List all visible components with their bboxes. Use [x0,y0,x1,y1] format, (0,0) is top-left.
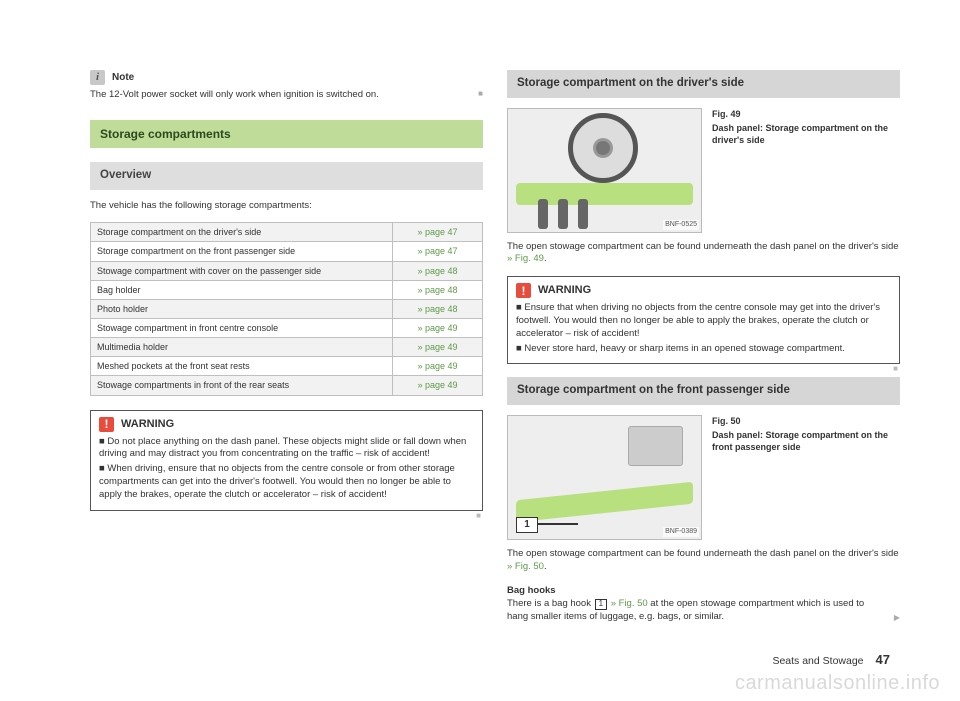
section-heading-driver-side: Storage compartment on the driver's side [507,70,900,98]
watermark-text: carmanualsonline.info [735,672,940,695]
warning-title-right: WARNING [538,283,591,298]
section-heading-passenger-side: Storage compartment on the front passeng… [507,377,900,405]
bag-hooks-title: Bag hooks [507,585,900,598]
table-row: Storage compartment on the driver's side… [91,223,483,242]
page-footer: Seats and Stowage 47 [772,652,890,667]
fig-50-ref-inline[interactable]: » Fig. 50 [608,598,648,609]
table-cell-label: Storage compartment on the driver's side [91,223,393,242]
table-row: Bag holder» page 48 [91,280,483,299]
table-cell-label: Stowage compartment with cover on the pa… [91,261,393,280]
table-cell-label: Meshed pockets at the front seat rests [91,357,393,376]
figure-49-caption: Fig. 49 Dash panel: Storage compartment … [712,108,900,233]
marker-1-icon: 1 [516,517,538,533]
warning-title-left: WARNING [121,417,174,432]
note-heading: i Note [90,70,483,85]
continue-marker-icon: ▶ [894,613,900,624]
figure-50-code: BNF-0389 [663,527,699,536]
table-cell-ref[interactable]: » page 47 [393,242,483,261]
figure-49-number: Fig. 49 [712,108,900,120]
compartments-table: Storage compartment on the driver's side… [90,222,483,395]
section-heading-storage: Storage compartments [90,120,483,148]
figure-50-number: Fig. 50 [712,415,900,427]
table-cell-ref[interactable]: » page 49 [393,319,483,338]
warning-icon: ! [516,283,531,298]
table-cell-label: Photo holder [91,299,393,318]
bag-hooks-body: There is a bag hook 1 » Fig. 50 at the o… [507,598,900,624]
note-title: Note [112,71,134,85]
end-marker-icon: ■ [478,89,483,100]
table-cell-label: Stowage compartments in front of the rea… [91,376,393,395]
info-icon: i [90,70,105,85]
fig-50-ref[interactable]: » Fig. 50 [507,561,544,572]
table-cell-label: Stowage compartment in front centre cons… [91,319,393,338]
table-row: Meshed pockets at the front seat rests» … [91,357,483,376]
end-marker-icon: ■ [507,364,900,375]
warning-bullet: Do not place anything on the dash panel.… [99,436,474,462]
fig-49-ref[interactable]: » Fig. 49 [507,253,544,264]
figure-50-caption: Fig. 50 Dash panel: Storage compartment … [712,415,900,540]
table-cell-ref[interactable]: » page 48 [393,299,483,318]
table-row: Stowage compartment with cover on the pa… [91,261,483,280]
warning-bullet: Ensure that when driving no objects from… [516,302,891,340]
warning-bullet: When driving, ensure that no objects fro… [99,463,474,501]
table-cell-label: Storage compartment on the front passeng… [91,242,393,261]
figure-49-code: BNF-0525 [663,220,699,229]
section-subheading-overview: Overview [90,162,483,190]
end-marker-icon: ■ [90,511,483,522]
left-column: i Note The 12-Volt power socket will onl… [90,70,483,661]
overview-intro: The vehicle has the following storage co… [90,200,483,213]
footer-section: Seats and Stowage [772,655,863,667]
figure-50-image: 1 BNF-0389 [507,415,702,540]
table-cell-label: Multimedia holder [91,338,393,357]
table-row: Stowage compartments in front of the rea… [91,376,483,395]
sec1-body: The open stowage compartment can be foun… [507,241,900,267]
stowage-highlight [516,481,693,522]
table-cell-label: Bag holder [91,280,393,299]
marker-1-ref: 1 [595,599,607,610]
table-cell-ref[interactable]: » page 47 [393,223,483,242]
sec2-body: The open stowage compartment can be foun… [507,548,900,574]
table-row: Stowage compartment in front centre cons… [91,319,483,338]
steering-wheel-icon [568,113,638,183]
footer-page-number: 47 [876,652,890,667]
warning-box-right: ! WARNING Ensure that when driving no ob… [507,276,900,364]
warning-box-left: ! WARNING Do not place anything on the d… [90,410,483,511]
figure-49-image: BNF-0525 [507,108,702,233]
table-row: Multimedia holder» page 49 [91,338,483,357]
warning-icon: ! [99,417,114,432]
note-body: The 12-Volt power socket will only work … [90,89,478,102]
manual-page: i Note The 12-Volt power socket will onl… [0,0,960,701]
table-cell-ref[interactable]: » page 49 [393,357,483,376]
warning-bullet: Never store hard, heavy or sharp items i… [516,343,891,356]
figure-49-row: BNF-0525 Fig. 49 Dash panel: Storage com… [507,108,900,233]
figure-49-caption-text: Dash panel: Storage compartment on the d… [712,123,888,145]
table-cell-ref[interactable]: » page 48 [393,280,483,299]
right-column: Storage compartment on the driver's side… [507,70,900,661]
table-cell-ref[interactable]: » page 49 [393,338,483,357]
figure-50-caption-text: Dash panel: Storage compartment on the f… [712,430,888,452]
table-row: Storage compartment on the front passeng… [91,242,483,261]
table-cell-ref[interactable]: » page 48 [393,261,483,280]
table-cell-ref[interactable]: » page 49 [393,376,483,395]
figure-50-row: 1 BNF-0389 Fig. 50 Dash panel: Storage c… [507,415,900,540]
table-row: Photo holder» page 48 [91,299,483,318]
